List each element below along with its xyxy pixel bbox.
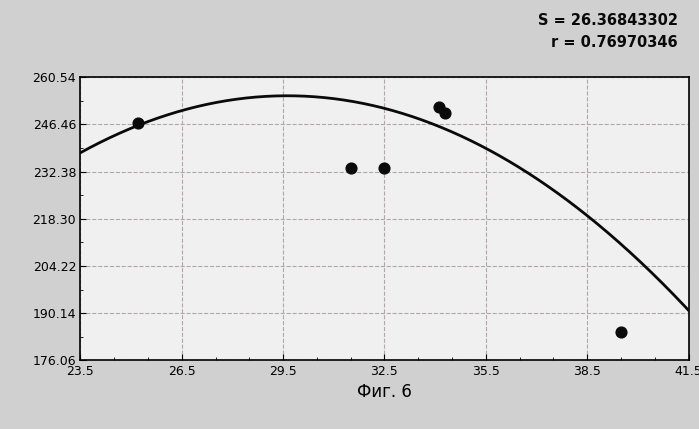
Point: [379, 164, 390, 171]
Point: [615, 329, 626, 335]
Point: [440, 109, 451, 116]
X-axis label: Фиг. 6: Фиг. 6: [357, 383, 412, 401]
Point: [433, 103, 444, 110]
Text: S = 26.36843302
r = 0.76970346: S = 26.36843302 r = 0.76970346: [538, 13, 678, 50]
Point: [345, 164, 356, 171]
Point: [132, 120, 143, 127]
